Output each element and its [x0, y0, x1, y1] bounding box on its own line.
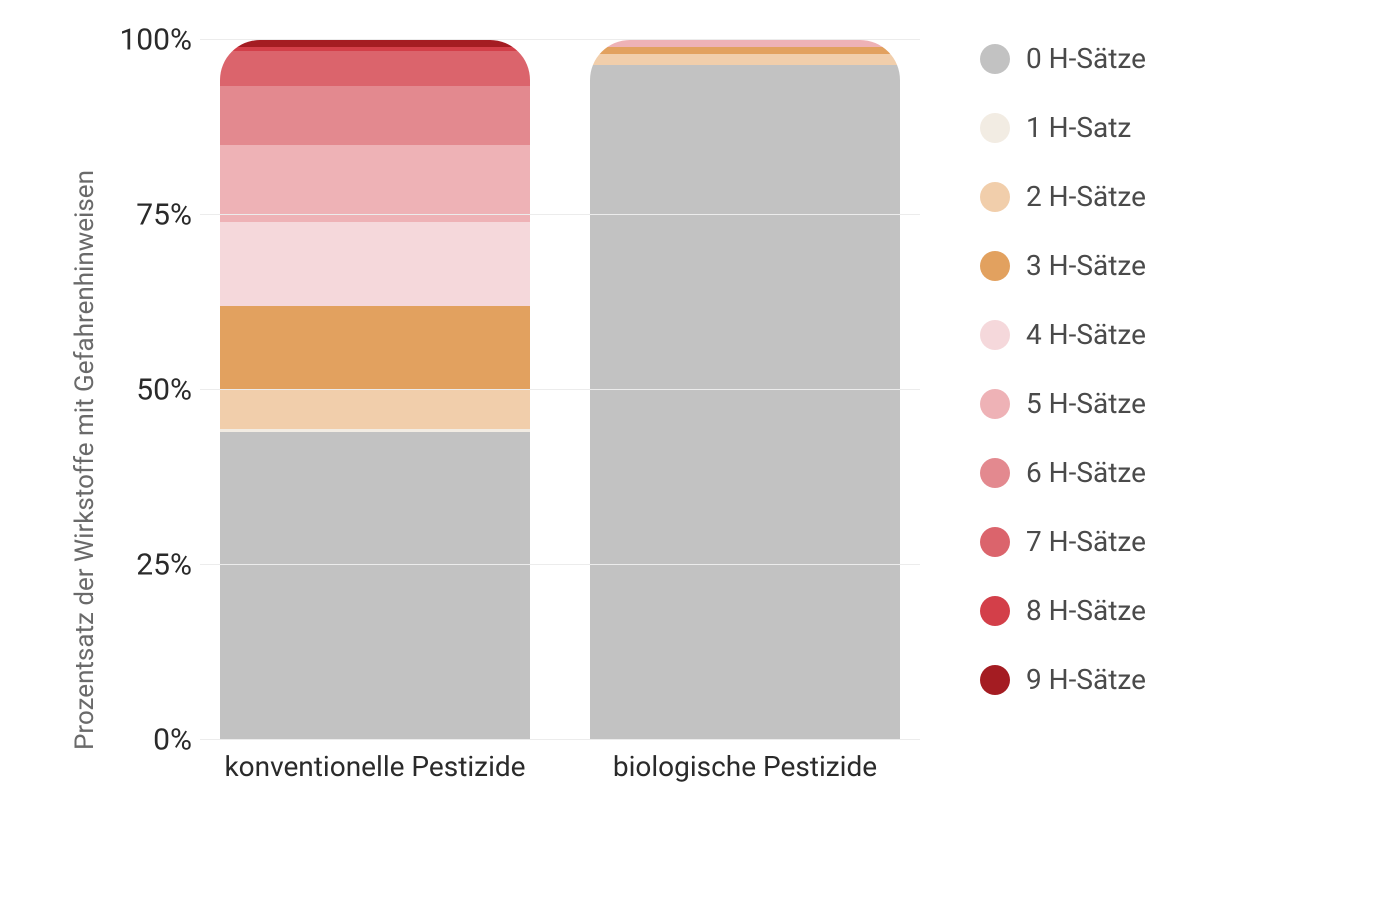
bar-segment: [220, 145, 530, 222]
gridline: [200, 214, 920, 215]
y-tick-label: 50%: [136, 373, 192, 408]
y-tick-label: 75%: [136, 198, 192, 233]
bar-segment: [220, 40, 530, 47]
bar-segment: [590, 65, 900, 741]
legend-swatch: [980, 389, 1010, 419]
legend-label: 6 H-Sätze: [1026, 456, 1146, 489]
y-tick-label: 0%: [153, 723, 192, 758]
legend-label: 8 H-Sätze: [1026, 594, 1146, 627]
bar-segment: [220, 86, 530, 146]
legend-label: 5 H-Sätze: [1026, 387, 1146, 420]
legend-label: 1 H-Satz: [1026, 111, 1131, 144]
legend-label: 2 H-Sätze: [1026, 180, 1146, 213]
stacked-bar-chart: Prozentsatz der Wirkstoffe mit Gefahrenh…: [60, 40, 1340, 820]
legend-swatch: [980, 113, 1010, 143]
gridline: [200, 39, 920, 40]
legend-item: 5 H-Sätze: [980, 387, 1146, 420]
bar-segment: [590, 54, 900, 65]
legend-item: 0 H-Sätze: [980, 42, 1146, 75]
gridline: [200, 739, 920, 740]
bar-segment: [590, 47, 900, 54]
legend-item: 7 H-Sätze: [980, 525, 1146, 558]
legend-swatch: [980, 44, 1010, 74]
legend-swatch: [980, 182, 1010, 212]
bar-segment: [220, 306, 530, 390]
legend-label: 0 H-Sätze: [1026, 42, 1146, 75]
bar: [590, 40, 900, 740]
gridline: [200, 564, 920, 565]
legend-item: 3 H-Sätze: [980, 249, 1146, 282]
legend-swatch: [980, 458, 1010, 488]
gridline: [200, 389, 920, 390]
y-tick-label: 100%: [119, 23, 192, 58]
y-tick-label: 25%: [136, 548, 192, 583]
x-axis-labels: konventionelle Pestizide biologische Pest…: [200, 740, 920, 783]
legend-item: 2 H-Sätze: [980, 180, 1146, 213]
bar-segment: [220, 51, 530, 86]
legend-label: 7 H-Sätze: [1026, 525, 1146, 558]
legend-item: 6 H-Sätze: [980, 456, 1146, 489]
legend-swatch: [980, 596, 1010, 626]
legend-label: 9 H-Sätze: [1026, 663, 1146, 696]
bar-segment: [220, 390, 530, 429]
legend-swatch: [980, 320, 1010, 350]
legend: 0 H-Sätze 1 H-Satz 2 H-Sätze 3 H-Sätze 4 H-S…: [950, 40, 1146, 820]
y-axis-label: Prozentsatz der Wirkstoffe mit Gefahrenh…: [60, 40, 100, 820]
legend-item: 4 H-Sätze: [980, 318, 1146, 351]
bar: [220, 40, 530, 740]
bar-segment: [590, 40, 900, 47]
legend-item: 1 H-Satz: [980, 111, 1146, 144]
plot-area: konventionelle Pestizidebiologische Pest…: [200, 40, 920, 740]
legend-label: 4 H-Sätze: [1026, 318, 1146, 351]
bar-segment: [220, 432, 530, 740]
y-axis-ticks: 0%25%50%75%100%: [100, 40, 200, 740]
legend-item: 8 H-Sätze: [980, 594, 1146, 627]
legend-label: 3 H-Sätze: [1026, 249, 1146, 282]
x-axis-label: konventionelle Pestizide: [220, 750, 530, 783]
x-axis-label: biologische Pestizide: [590, 750, 900, 783]
legend-swatch: [980, 527, 1010, 557]
bar-segment: [220, 222, 530, 306]
legend-swatch: [980, 251, 1010, 281]
bars-container: [200, 40, 920, 740]
legend-swatch: [980, 665, 1010, 695]
legend-item: 9 H-Sätze: [980, 663, 1146, 696]
